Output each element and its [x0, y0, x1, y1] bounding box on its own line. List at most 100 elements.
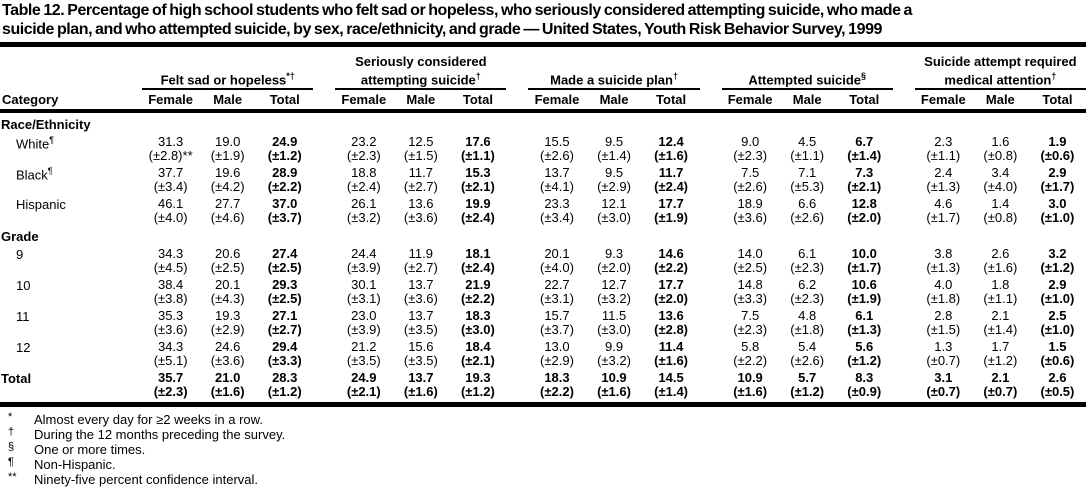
- value: 9.5: [604, 165, 624, 181]
- section-header-row: Race/Ethnicity: [0, 111, 1086, 132]
- confidence-interval: (±2.1): [460, 353, 495, 369]
- value: 19.3: [215, 308, 241, 324]
- value: 9.3: [604, 246, 624, 262]
- value: 35.3: [157, 308, 184, 324]
- footnote-marker: §: [861, 71, 867, 81]
- data-cell: 31.3 (±2.8)**: [142, 132, 199, 163]
- value: 6.1: [798, 246, 817, 262]
- confidence-interval: (±4.0): [983, 179, 1018, 195]
- subheader-male: Male: [585, 89, 643, 114]
- column-spacer: [700, 337, 722, 368]
- value: 2.9: [1048, 277, 1067, 293]
- column-spacer: [700, 132, 722, 163]
- data-cell: 3.1 (±0.7): [914, 368, 972, 408]
- confidence-interval: (±2.6): [790, 210, 825, 226]
- data-cell: 34.3 (±4.5): [142, 244, 199, 275]
- value: 11.9: [408, 246, 434, 262]
- confidence-interval: (±4.1): [540, 179, 574, 195]
- value: 13.7: [544, 165, 570, 181]
- confidence-interval: (±1.0): [1040, 291, 1075, 307]
- value: 37.0: [272, 196, 298, 212]
- confidence-interval: (±2.5): [267, 291, 302, 307]
- confidence-interval: (±1.7): [1040, 179, 1075, 195]
- data-cell: 5.8 (±2.2): [722, 337, 779, 368]
- data-cell: 13.6 (±3.6): [392, 194, 449, 225]
- data-cell: 29.4 (±3.3): [256, 337, 313, 368]
- table-row: 10 38.4 (±3.8) 20.1 (±4.3) 29.3 (±2.5) 30.1 (±3.…: [0, 275, 1086, 306]
- data-cell: 6.6 (±2.6): [779, 194, 836, 225]
- value: 1.7: [991, 339, 1010, 355]
- value: 12.1: [601, 196, 627, 212]
- subheader-row: Category Female Male Total Female Male T…: [0, 89, 1086, 114]
- confidence-interval: (±1.7): [847, 260, 882, 276]
- data-cell: 15.6 (±3.5): [392, 337, 449, 368]
- data-cell: 9.5 (±2.9): [586, 163, 643, 194]
- data-cell: 2.6 (±0.5): [1028, 368, 1086, 408]
- value: 27.1: [272, 308, 298, 324]
- value: 3.1: [934, 370, 953, 386]
- data-cell: 5.6 (±1.2): [836, 337, 893, 368]
- data-cell: 4.0 (±1.8): [915, 275, 972, 306]
- value: 19.6: [215, 165, 241, 181]
- value: 13.0: [544, 339, 570, 355]
- data-cell: 27.4 (±2.5): [256, 244, 313, 275]
- data-cell: 6.1 (±1.3): [836, 306, 893, 337]
- confidence-interval: (±0.9): [847, 384, 882, 400]
- value: 27.4: [272, 246, 298, 262]
- data-cell: 37.0 (±3.7): [256, 194, 313, 225]
- confidence-interval: (±2.3): [346, 148, 381, 164]
- confidence-interval: (±2.2): [733, 353, 768, 369]
- data-cell: 19.3 (±2.9): [199, 306, 256, 337]
- confidence-interval: (±2.9): [540, 353, 574, 369]
- data-cell: 13.6 (±2.8): [643, 306, 700, 337]
- data-cell: 19.3 (±1.2): [449, 368, 507, 408]
- footnote-text: During the 12 months preceding the surve…: [34, 427, 286, 443]
- data-cell: 9.3 (±2.0): [586, 244, 643, 275]
- data-cell: 20.1 (±4.0): [528, 244, 585, 275]
- value: 5.4: [798, 339, 817, 355]
- column-spacer: [699, 89, 722, 114]
- footnote-marker: *: [8, 411, 13, 424]
- value: 21.2: [351, 339, 377, 355]
- data-cell: 1.7 (±1.2): [972, 337, 1029, 368]
- footnote-text: Non-Hispanic.: [34, 457, 116, 473]
- confidence-interval: (±3.9): [346, 322, 381, 338]
- column-spacer: [700, 54, 722, 89]
- value: 1.6: [991, 134, 1010, 150]
- data-cell: 1.6 (±0.8): [972, 132, 1029, 163]
- confidence-interval: (±2.2): [654, 260, 689, 276]
- footnote-marker: *†: [286, 71, 295, 81]
- value: 12.7: [601, 277, 627, 293]
- confidence-interval: (±0.8): [983, 148, 1018, 164]
- subheader-female: Female: [721, 89, 779, 114]
- value: 6.2: [798, 277, 817, 293]
- confidence-interval: (±2.6): [790, 353, 825, 369]
- confidence-interval: (±2.8)**: [148, 148, 193, 164]
- value: 26.1: [351, 196, 377, 212]
- data-cell: 10.9 (±1.6): [585, 368, 643, 408]
- table-row: 12 34.3 (±5.1) 24.6 (±3.6) 29.4 (±3.3) 21.2 (±3.…: [0, 337, 1086, 368]
- data-cell: 7.5 (±2.3): [722, 306, 779, 337]
- column-spacer: [893, 275, 915, 306]
- data-cell: 18.3 (±2.2): [528, 368, 586, 408]
- value: 10.9: [737, 370, 763, 386]
- value: 12.4: [658, 134, 684, 150]
- column-spacer: [700, 306, 722, 337]
- value: 14.0: [737, 246, 763, 262]
- value: 2.1: [991, 308, 1010, 324]
- data-cell: 2.4 (±1.3): [915, 163, 972, 194]
- data-cell: 10.0 (±1.7): [836, 244, 893, 275]
- confidence-interval: (±2.3): [790, 260, 825, 276]
- data-cell: 10.9 (±1.6): [721, 368, 779, 408]
- data-cell: 17.6 (±1.1): [449, 132, 506, 163]
- value: 1.4: [991, 196, 1010, 212]
- footnote-text: Almost every day for ≥2 weeks in a row.: [34, 412, 263, 428]
- value: 35.7: [157, 370, 184, 386]
- column-spacer: [892, 89, 915, 114]
- column-spacer: [313, 132, 335, 163]
- data-cell: 13.0 (±2.9): [528, 337, 585, 368]
- data-cell: 14.6 (±2.2): [643, 244, 700, 275]
- confidence-interval: (±1.0): [1040, 210, 1075, 226]
- value: 17.6: [465, 134, 491, 150]
